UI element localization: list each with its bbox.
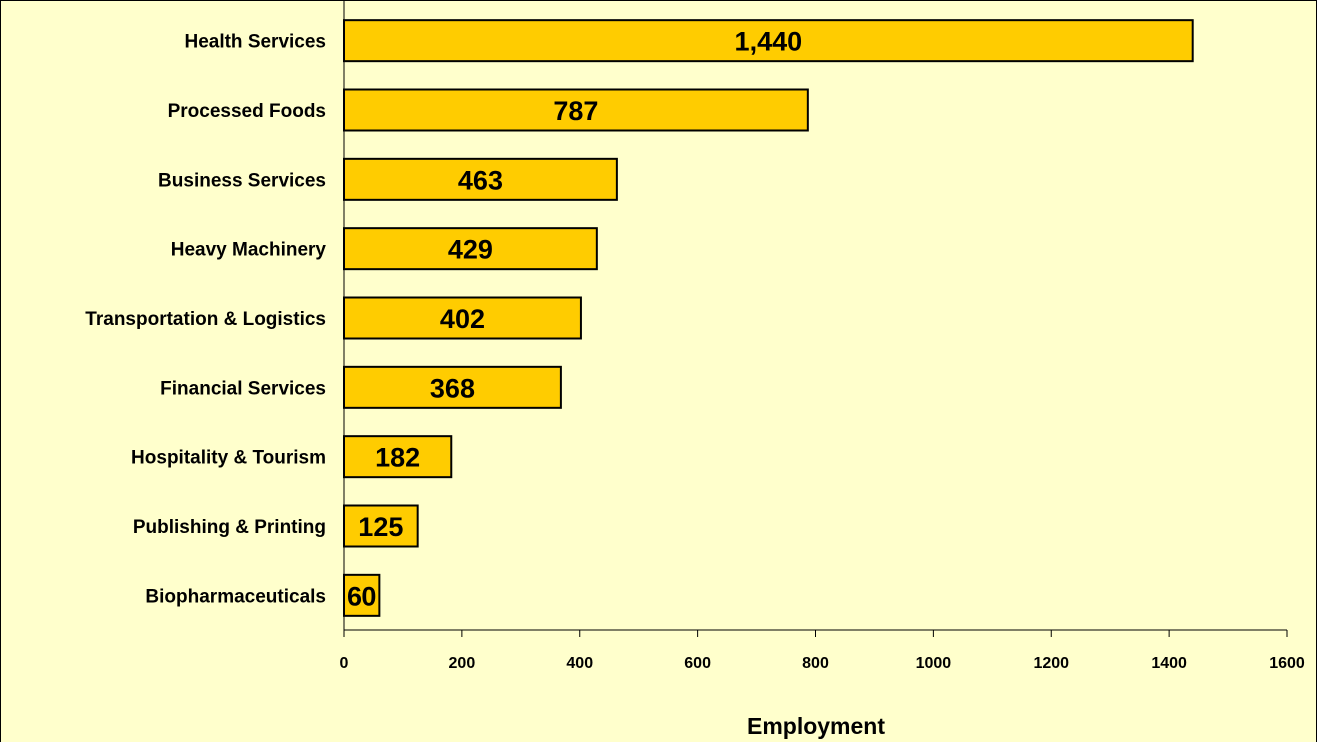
bars-layer: 1,440 787 463 429 402 368 182 125 60 — [343, 19, 1194, 617]
x-tick-label: 1600 — [1269, 655, 1305, 672]
bar-value-label: 402 — [440, 304, 485, 334]
category-label: Publishing & Printing — [133, 517, 326, 538]
category-label: Processed Foods — [168, 101, 326, 122]
category-label: Hospitality & Tourism — [131, 448, 326, 469]
category-labels: Health Services Processed Foods Business S… — [85, 32, 326, 608]
x-tick-label: 800 — [802, 655, 829, 672]
bar-value-label: 787 — [553, 96, 598, 126]
bar-value-label: 125 — [358, 512, 403, 542]
category-label: Transportation & Logistics — [85, 309, 326, 330]
bar-value-label: 1,440 — [735, 27, 803, 57]
x-tick-label: 1000 — [916, 655, 952, 672]
bar-value-label: 182 — [375, 443, 420, 473]
x-tick-label: 1200 — [1033, 655, 1069, 672]
category-label: Heavy Machinery — [171, 240, 327, 261]
x-axis: 0 200 400 600 800 1000 1200 1400 1600 — [340, 1, 1305, 672]
bar-1 — [343, 88, 809, 132]
bar-6 — [343, 435, 453, 479]
category-label: Biopharmaceuticals — [145, 586, 326, 607]
bar-value-label: 463 — [458, 165, 503, 195]
x-tick-label: 0 — [340, 655, 349, 672]
bar-value-label: 429 — [448, 235, 493, 265]
bar-3 — [343, 227, 598, 271]
x-tick-label: 600 — [684, 655, 711, 672]
x-tick-label: 200 — [449, 655, 476, 672]
category-label: Business Services — [158, 170, 326, 191]
x-tick-label: 400 — [566, 655, 593, 672]
bar-value-label: 60 — [347, 581, 376, 611]
category-label: Health Services — [184, 32, 326, 53]
category-label: Financial Services — [160, 378, 326, 399]
bar-4 — [343, 296, 582, 340]
x-axis-title: Employment — [747, 713, 885, 739]
x-tick-label: 1400 — [1151, 655, 1187, 672]
bar-value-label: 368 — [430, 373, 475, 403]
bar-2 — [343, 157, 618, 201]
